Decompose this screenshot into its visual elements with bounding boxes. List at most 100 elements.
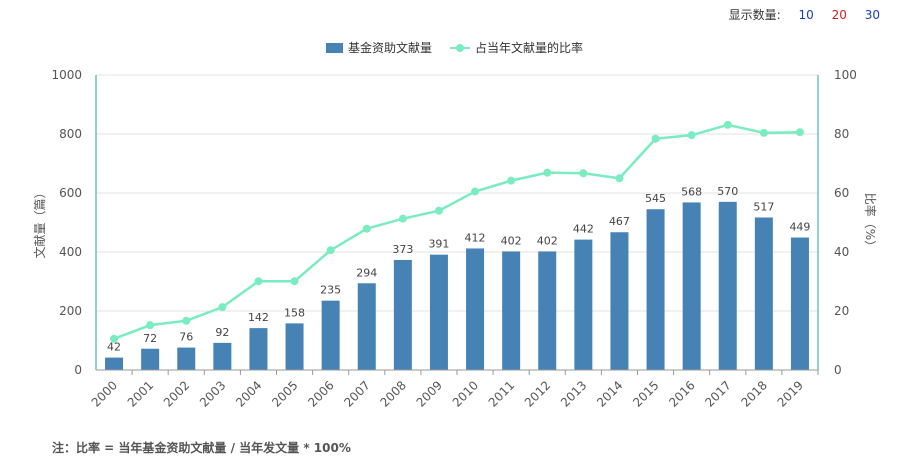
- x-tick-label: 2013: [558, 378, 589, 409]
- legend-line-marker: [456, 44, 464, 52]
- y-tick-label: 800: [59, 127, 82, 141]
- y2-tick-label: 100: [834, 68, 857, 82]
- y2-tick-label: 80: [834, 127, 849, 141]
- ratio-point: [579, 169, 588, 178]
- bar: [574, 239, 593, 370]
- ratio-point: [182, 316, 191, 325]
- bar-value-labels: 42 72 76 92 142 158 235 294 373 391 412 402 402 442 46…: [107, 185, 810, 354]
- bar-value-label: 391: [428, 238, 449, 251]
- ratio-point: [615, 174, 624, 183]
- bar: [321, 300, 340, 370]
- x-tick-label: 2016: [666, 378, 697, 409]
- x-tick-label: 2009: [414, 378, 445, 409]
- bar-value-label: 142: [248, 311, 269, 324]
- y-tick-label: 0: [74, 363, 82, 377]
- bar-value-label: 570: [717, 185, 738, 198]
- bar: [357, 283, 376, 370]
- bar: [105, 357, 124, 370]
- x-tick-label: 2006: [305, 378, 336, 409]
- ratio-point: [687, 131, 696, 140]
- bar: [790, 237, 809, 370]
- y-tick-label: 600: [59, 186, 82, 200]
- bar: [682, 202, 701, 370]
- ratio-point: [254, 277, 263, 286]
- bar-value-label: 72: [143, 332, 157, 345]
- bar: [754, 217, 773, 370]
- bar-value-label: 442: [573, 223, 594, 236]
- bar-value-label: 402: [501, 234, 522, 247]
- y-axis-title: 文献量（篇）: [32, 186, 47, 258]
- y-tick-label: 400: [59, 245, 82, 259]
- y2-tick-label: 20: [834, 304, 849, 318]
- ratio-point: [795, 128, 804, 137]
- bar-value-label: 517: [753, 200, 774, 213]
- x-tick-label: 2010: [450, 378, 481, 409]
- bar: [429, 254, 448, 370]
- ratio-line: [113, 123, 800, 340]
- display-count-option-30[interactable]: 30: [864, 8, 880, 22]
- bar-value-label: 373: [392, 243, 413, 256]
- ratio-point: [110, 334, 119, 343]
- x-tick-label: 2018: [738, 378, 769, 409]
- x-tick-label: 2005: [269, 378, 300, 409]
- x-tick-label: 2002: [161, 378, 192, 409]
- x-tick-label: 2007: [341, 378, 372, 409]
- ratio-point: [759, 128, 768, 137]
- bar-value-label: 449: [789, 221, 810, 234]
- ratio-point: [326, 246, 335, 255]
- footnote: 注：比率 = 当年基金资助文献量 / 当年发文量 * 100%: [52, 441, 351, 455]
- y2-tick-label: 60: [834, 186, 849, 200]
- x-tick-label: 2011: [486, 378, 517, 409]
- ratio-point: [471, 187, 480, 196]
- chart-legend: 基金资助文献量 占当年文献量的比率: [326, 40, 583, 55]
- x-tick-label: 2004: [233, 378, 264, 409]
- y2-tick-label: 40: [834, 245, 849, 259]
- ratio-line-series: [110, 120, 804, 343]
- bar-value-label: 158: [284, 306, 305, 319]
- x-tick-label: 2001: [125, 378, 156, 409]
- bar: [610, 232, 629, 370]
- bar: [646, 209, 665, 370]
- y-tick-label: 200: [59, 304, 82, 318]
- legend-bar-swatch: [326, 43, 343, 53]
- bar: [718, 201, 737, 370]
- ratio-point: [543, 168, 552, 177]
- bar: [393, 259, 412, 370]
- x-tick-label: 2012: [522, 378, 553, 409]
- y2-tick-label: 0: [834, 363, 842, 377]
- ratio-point: [723, 120, 732, 129]
- bar: [466, 248, 485, 370]
- display-count-option-20[interactable]: 20: [831, 8, 847, 22]
- bar-value-label: 42: [107, 341, 121, 354]
- bar-value-label: 235: [320, 284, 341, 297]
- ratio-point: [398, 214, 407, 223]
- bar-value-label: 76: [179, 331, 193, 344]
- x-tick-label: 2015: [630, 378, 661, 409]
- funding-literature-chart: 基金资助文献量 占当年文献量的比率 42 72 76 92 142 158 235 294 37…: [32, 40, 878, 410]
- display-count-selector: 显示数量: 10 20 30: [729, 6, 880, 23]
- bar-value-label: 412: [465, 231, 486, 244]
- ratio-point: [507, 176, 516, 185]
- x-tick-label: 2017: [702, 378, 733, 409]
- legend-line-label: 占当年文献量的比率: [475, 40, 583, 55]
- x-tick-label: 2008: [377, 378, 408, 409]
- ratio-point: [146, 321, 155, 330]
- bar-value-label: 568: [681, 185, 702, 198]
- bar: [177, 347, 196, 370]
- display-count-label: 显示数量:: [728, 8, 781, 22]
- x-tick-label: 2000: [89, 378, 120, 409]
- ratio-point: [434, 206, 443, 215]
- bar: [285, 323, 304, 370]
- y-tick-label: 1000: [51, 68, 82, 82]
- bar-value-label: 467: [609, 215, 630, 228]
- bar-series: [105, 201, 809, 370]
- bar-value-label: 92: [215, 326, 229, 339]
- display-count-option-10[interactable]: 10: [798, 8, 814, 22]
- x-tick-label: 2019: [775, 378, 806, 409]
- bar: [538, 251, 557, 370]
- legend-bar-label: 基金资助文献量: [348, 40, 432, 55]
- y2-axis-title: 比率（%）: [863, 193, 878, 252]
- ratio-point: [218, 303, 227, 312]
- gridlines: [96, 74, 818, 312]
- bar: [502, 251, 521, 370]
